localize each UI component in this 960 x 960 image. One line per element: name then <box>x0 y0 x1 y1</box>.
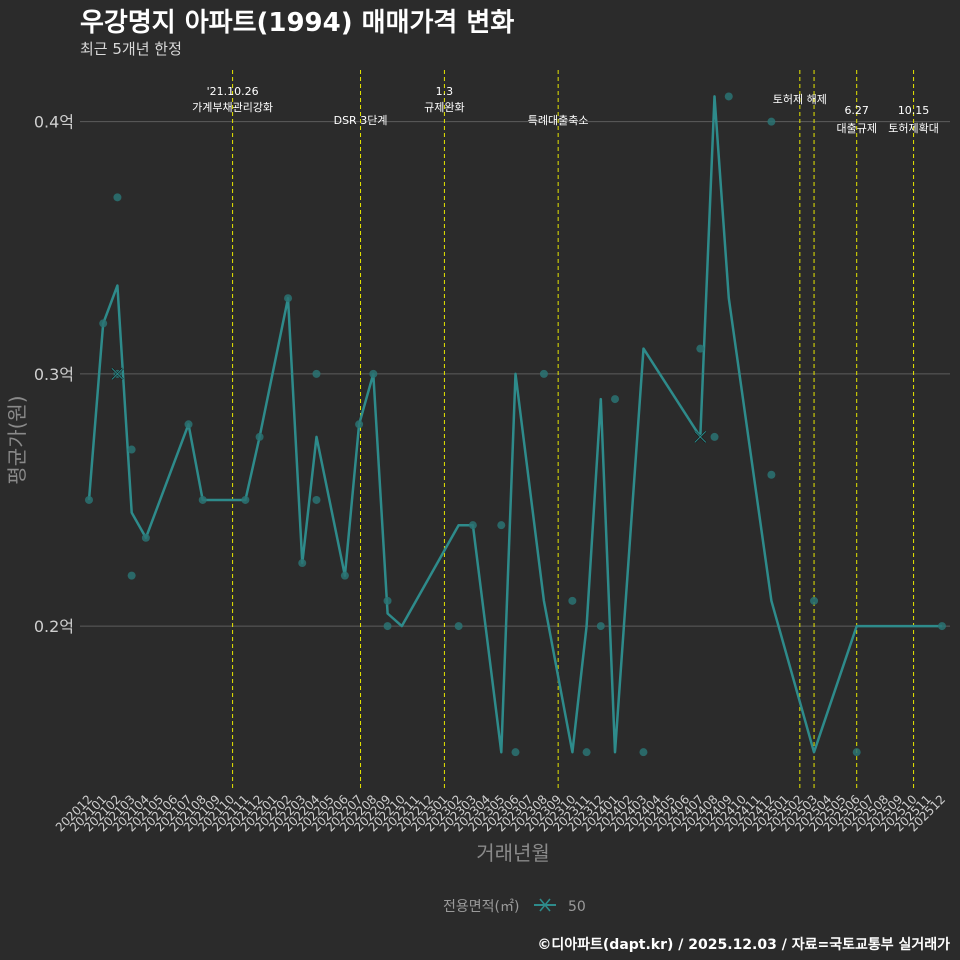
y-axis-title: 평균가(원) <box>5 395 29 484</box>
source-caption: ©디아파트(dapt.kr) / 2025.12.03 / 자료=국토교통부 실… <box>537 937 950 953</box>
data-point-32 <box>724 92 733 101</box>
data-point-33 <box>767 117 776 126</box>
data-point-37 <box>938 622 946 631</box>
legend-title: 전용면적(㎡) <box>443 899 519 915</box>
data-points <box>85 92 946 757</box>
event-label-0-0: '21.10.26 <box>207 85 259 98</box>
mean-markers <box>111 367 707 444</box>
data-point-18 <box>383 596 392 605</box>
event-label-6-0: 6.27 <box>844 104 869 117</box>
data-point-0 <box>85 495 93 504</box>
legend-cross-swatch <box>539 898 551 912</box>
event-label-7-0: 10.15 <box>898 104 930 117</box>
data-point-11 <box>284 294 293 303</box>
data-point-12 <box>298 559 307 568</box>
event-label-4-0: 토허제 해제 <box>773 92 827 106</box>
data-point-10 <box>255 432 264 441</box>
x-tick-labels: 2020122021012021022021032021042021052021… <box>53 792 948 834</box>
x-axis-title: 거래년월 <box>476 841 550 865</box>
event-lines <box>232 70 915 790</box>
series-line-50 <box>87 95 942 754</box>
data-point-36 <box>852 748 861 757</box>
data-point-13 <box>312 369 321 378</box>
data-point-28 <box>611 395 620 404</box>
series-lines <box>87 95 942 754</box>
data-point-26 <box>582 748 591 757</box>
y-tick-label-0: 0.2억 <box>34 617 74 636</box>
mean-marker-highlight-0 <box>111 368 124 380</box>
data-point-30 <box>696 344 705 353</box>
legend-entry-50: 50 <box>568 899 586 915</box>
data-point-35 <box>810 596 819 605</box>
data-point-5 <box>127 571 136 580</box>
data-point-24 <box>539 369 548 378</box>
mean-marker-highlight-1 <box>694 431 707 443</box>
y-tick-labels: 0.2억 0.3억 0.4억 <box>34 113 74 636</box>
chart-subtitle: 최근 5개년 한정 <box>80 40 182 58</box>
data-point-22 <box>497 521 506 530</box>
event-label-3-0: 특례대출축소 <box>528 114 589 127</box>
data-point-15 <box>340 571 349 580</box>
data-point-34 <box>767 470 776 479</box>
data-point-21 <box>468 521 477 530</box>
data-point-23 <box>511 748 520 757</box>
event-label-2-1: 규제완화 <box>424 101 464 114</box>
data-point-20 <box>454 622 463 631</box>
data-point-1 <box>99 319 108 328</box>
event-label-2-0: 1.3 <box>436 85 454 98</box>
event-label-0-1: 가계부채관리강화 <box>192 101 273 114</box>
data-point-4 <box>127 445 136 454</box>
event-label-7-1: 토허제확대 <box>888 122 939 135</box>
data-point-17 <box>369 369 378 378</box>
data-point-9 <box>241 495 250 504</box>
y-tick-label-2: 0.4억 <box>34 113 74 132</box>
data-point-6 <box>141 533 150 542</box>
data-point-29 <box>639 748 648 757</box>
legend: 전용면적(㎡) 50 <box>443 898 586 915</box>
y-tick-label-1: 0.3억 <box>34 365 74 384</box>
data-point-31 <box>710 432 719 441</box>
data-point-27 <box>596 622 605 631</box>
data-point-16 <box>355 420 364 429</box>
data-point-2 <box>113 193 122 202</box>
event-label-1-0: DSR 3단계 <box>334 114 388 127</box>
data-point-14 <box>312 495 321 504</box>
chart-title: 우강명지 아파트(1994) 매매가격 변화 <box>80 8 515 38</box>
event-label-6-1: 대출규제 <box>836 122 876 135</box>
data-point-8 <box>198 495 207 504</box>
data-point-19 <box>383 622 392 631</box>
data-point-25 <box>568 596 577 605</box>
data-point-7 <box>184 420 193 429</box>
